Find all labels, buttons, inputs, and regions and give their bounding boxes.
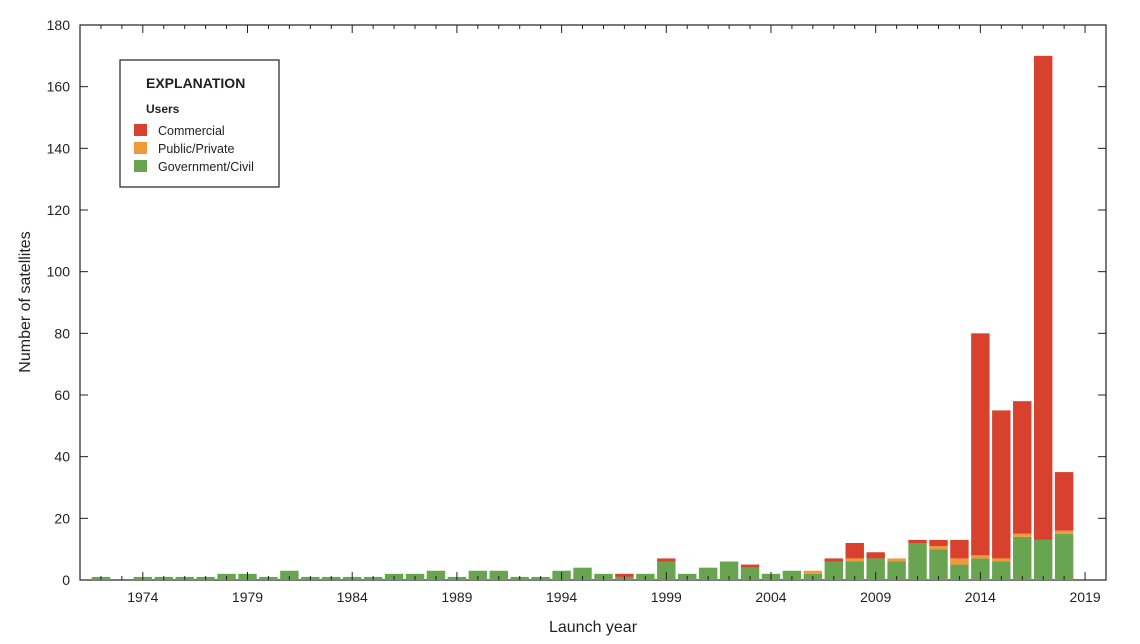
bar-2012-commercial [929,539,948,547]
bar-2009-commercial [866,552,885,559]
bar-2018-public-private [1054,530,1074,534]
bar-2013-public-private [950,558,969,565]
bar-2017-government-civil [1033,539,1053,580]
y-tick-label-180: 180 [47,17,71,33]
bar-2012-government-civil [929,549,948,580]
y-tick-label-100: 100 [47,264,71,280]
x-tick-label-2019: 2019 [1069,589,1100,605]
bar-1981-government-civil [280,570,299,580]
y-axis-title: Number of satellites [17,231,34,372]
bar-2016-commercial [1013,401,1032,534]
bar-2007-commercial [824,558,844,562]
y-tick-label-160: 160 [47,79,71,95]
bar-2013-government-civil [950,564,969,580]
bar-2003-commercial [740,564,760,568]
x-tick-label-2004: 2004 [755,589,786,605]
y-tick-label-80: 80 [54,325,70,341]
bar-1997-commercial [615,573,634,577]
x-tick-label-1994: 1994 [546,589,577,605]
x-tick-label-1989: 1989 [441,589,472,605]
bar-1999-government-civil [657,561,676,580]
y-tick-label-0: 0 [62,572,70,588]
bar-2015-public-private [992,558,1011,562]
bar-2015-commercial [992,410,1011,559]
y-tick-label-60: 60 [54,387,70,403]
bar-2011-government-civil [908,543,927,580]
bar-2017-commercial [1033,55,1053,540]
bar-2001-government-civil [698,567,718,580]
bar-2012-public-private [929,546,948,550]
bar-2005-government-civil [782,570,802,580]
bar-1995-government-civil [573,567,592,580]
y-tick-label-140: 140 [47,140,71,156]
legend-label-government-civil: Government/Civil [158,160,254,174]
x-tick-label-1974: 1974 [127,589,158,605]
bar-2008-public-private [845,558,864,562]
bar-2013-commercial [950,539,969,559]
bar-2014-government-civil [971,558,990,580]
bar-2018-commercial [1054,472,1074,531]
bar-1988-government-civil [426,570,446,580]
y-tick-label-20: 20 [54,510,70,526]
bar-2014-public-private [971,555,990,559]
axes-group: 0 20 40 60 80 100 120 140 160 180 1974 1979 1984 1989… [47,17,1107,605]
y-tick-label-120: 120 [47,202,71,218]
bar-2010-government-civil [887,561,906,580]
bar-2018-government-civil [1054,533,1074,580]
bar-2016-government-civil [1013,536,1032,580]
x-tick-label-1979: 1979 [232,589,263,605]
x-tick-label-2014: 2014 [965,589,996,605]
bar-2002-government-civil [719,561,739,580]
bar-1991-government-civil [489,570,508,580]
bar-2016-public-private [1013,533,1032,537]
bar-2008-commercial [845,543,864,559]
bar-2007-government-civil [824,561,844,580]
legend-subtitle: Users [146,102,180,116]
legend-label-commercial: Commercial [158,124,225,138]
bar-2014-commercial [971,333,990,556]
legend-swatch-government-civil [134,160,147,172]
bar-2010-public-private [887,558,906,562]
bar-2008-government-civil [845,561,864,580]
bar-1999-commercial [657,558,676,562]
bar-1990-government-civil [468,570,488,580]
legend-label-public-private: Public/Private [158,142,234,156]
x-tick-label-1984: 1984 [337,589,368,605]
bar-2011-commercial [908,539,927,543]
x-tick-label-2009: 2009 [860,589,891,605]
legend-swatch-commercial [134,124,147,136]
plot-frame [79,24,1107,581]
bar-2009-government-civil [866,558,885,580]
bar-2015-government-civil [992,561,1011,580]
x-tick-label-1999: 1999 [651,589,682,605]
bar-2003-government-civil [740,567,760,580]
x-axis-title: Launch year [549,619,638,636]
legend: EXPLANATION Users Commercial Public/Priv… [119,59,280,188]
y-tick-label-40: 40 [54,449,70,465]
legend-title: EXPLANATION [146,75,245,91]
legend-swatch-public-private [134,142,147,154]
bar-2006-public-private [803,570,823,574]
